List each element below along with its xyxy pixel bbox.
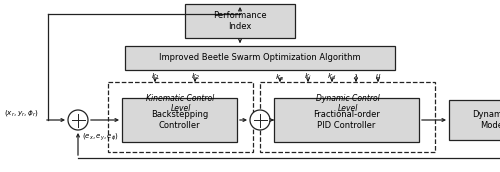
Text: $(x_r, y_r, \phi_r)$: $(x_r, y_r, \phi_r)$ [4,108,38,118]
Text: $\mu$: $\mu$ [375,72,381,81]
Bar [185,4,295,38]
Bar [260,82,435,152]
Text: Performance
Index: Performance Index [213,11,267,31]
Text: Fractional-order
PID Controller: Fractional-order PID Controller [313,110,380,130]
Bar [274,98,419,142]
Text: Dynamic Control
Level: Dynamic Control Level [316,94,380,113]
Text: Kinematic Control
Level: Kinematic Control Level [146,94,214,113]
Text: Dynamics
Model: Dynamics Model [472,110,500,130]
Text: Backstepping
Controller: Backstepping Controller [151,110,208,130]
Text: $k_p$: $k_p$ [276,72,284,83]
Text: $k_i$: $k_i$ [304,72,312,82]
Text: $k_d$: $k_d$ [328,72,336,82]
Circle shape [68,110,88,130]
Circle shape [250,110,270,130]
Text: $k_2$: $k_2$ [190,72,200,82]
Text: $\lambda$: $\lambda$ [353,72,359,81]
Bar [122,98,237,142]
Text: $k_1$: $k_1$ [150,72,160,82]
Bar [108,82,253,152]
Text: Improved Beetle Swarm Optimization Algorithm: Improved Beetle Swarm Optimization Algor… [159,53,361,62]
Text: $(e_x, e_y, e_\phi)$: $(e_x, e_y, e_\phi)$ [82,132,118,143]
Bar [125,46,395,70]
Bar [449,100,500,140]
